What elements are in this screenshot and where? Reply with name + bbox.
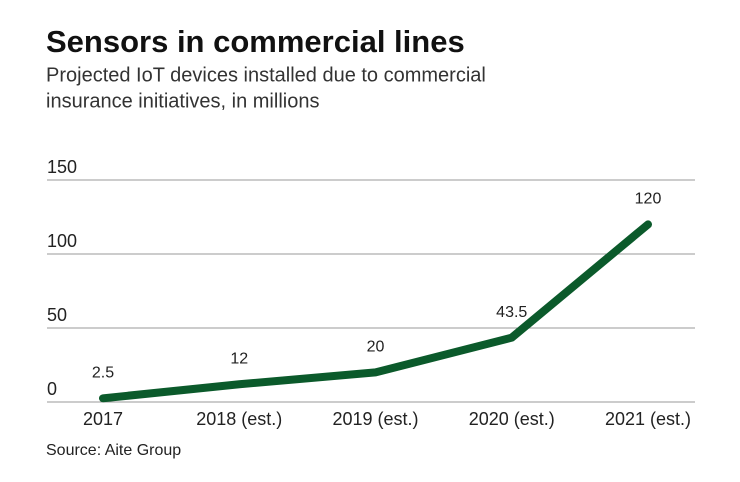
x-tick-label: 2017 (83, 409, 123, 429)
data-label: 12 (230, 350, 248, 367)
x-tick-label: 2020 (est.) (469, 409, 555, 429)
chart-subtitle: Projected IoT devices installed due to c… (46, 64, 486, 86)
y-tick-label: 100 (47, 231, 77, 251)
x-tick-label: 2021 (est.) (605, 409, 691, 429)
chart-title: Sensors in commercial lines (46, 24, 465, 59)
data-label: 43.5 (496, 304, 527, 321)
y-tick-label: 150 (47, 157, 77, 177)
data-label: 20 (367, 339, 385, 356)
y-tick-label: 0 (47, 379, 57, 399)
data-label: 120 (635, 191, 662, 208)
x-tick-label: 2019 (est.) (332, 409, 418, 429)
x-tick-label: 2018 (est.) (196, 409, 282, 429)
y-tick-label: 50 (47, 305, 67, 325)
data-line (99, 220, 652, 403)
data-label: 2.5 (92, 365, 114, 382)
chart-subtitle: insurance initiatives, in millions (46, 90, 319, 112)
source: Source: Aite Group (46, 442, 181, 459)
